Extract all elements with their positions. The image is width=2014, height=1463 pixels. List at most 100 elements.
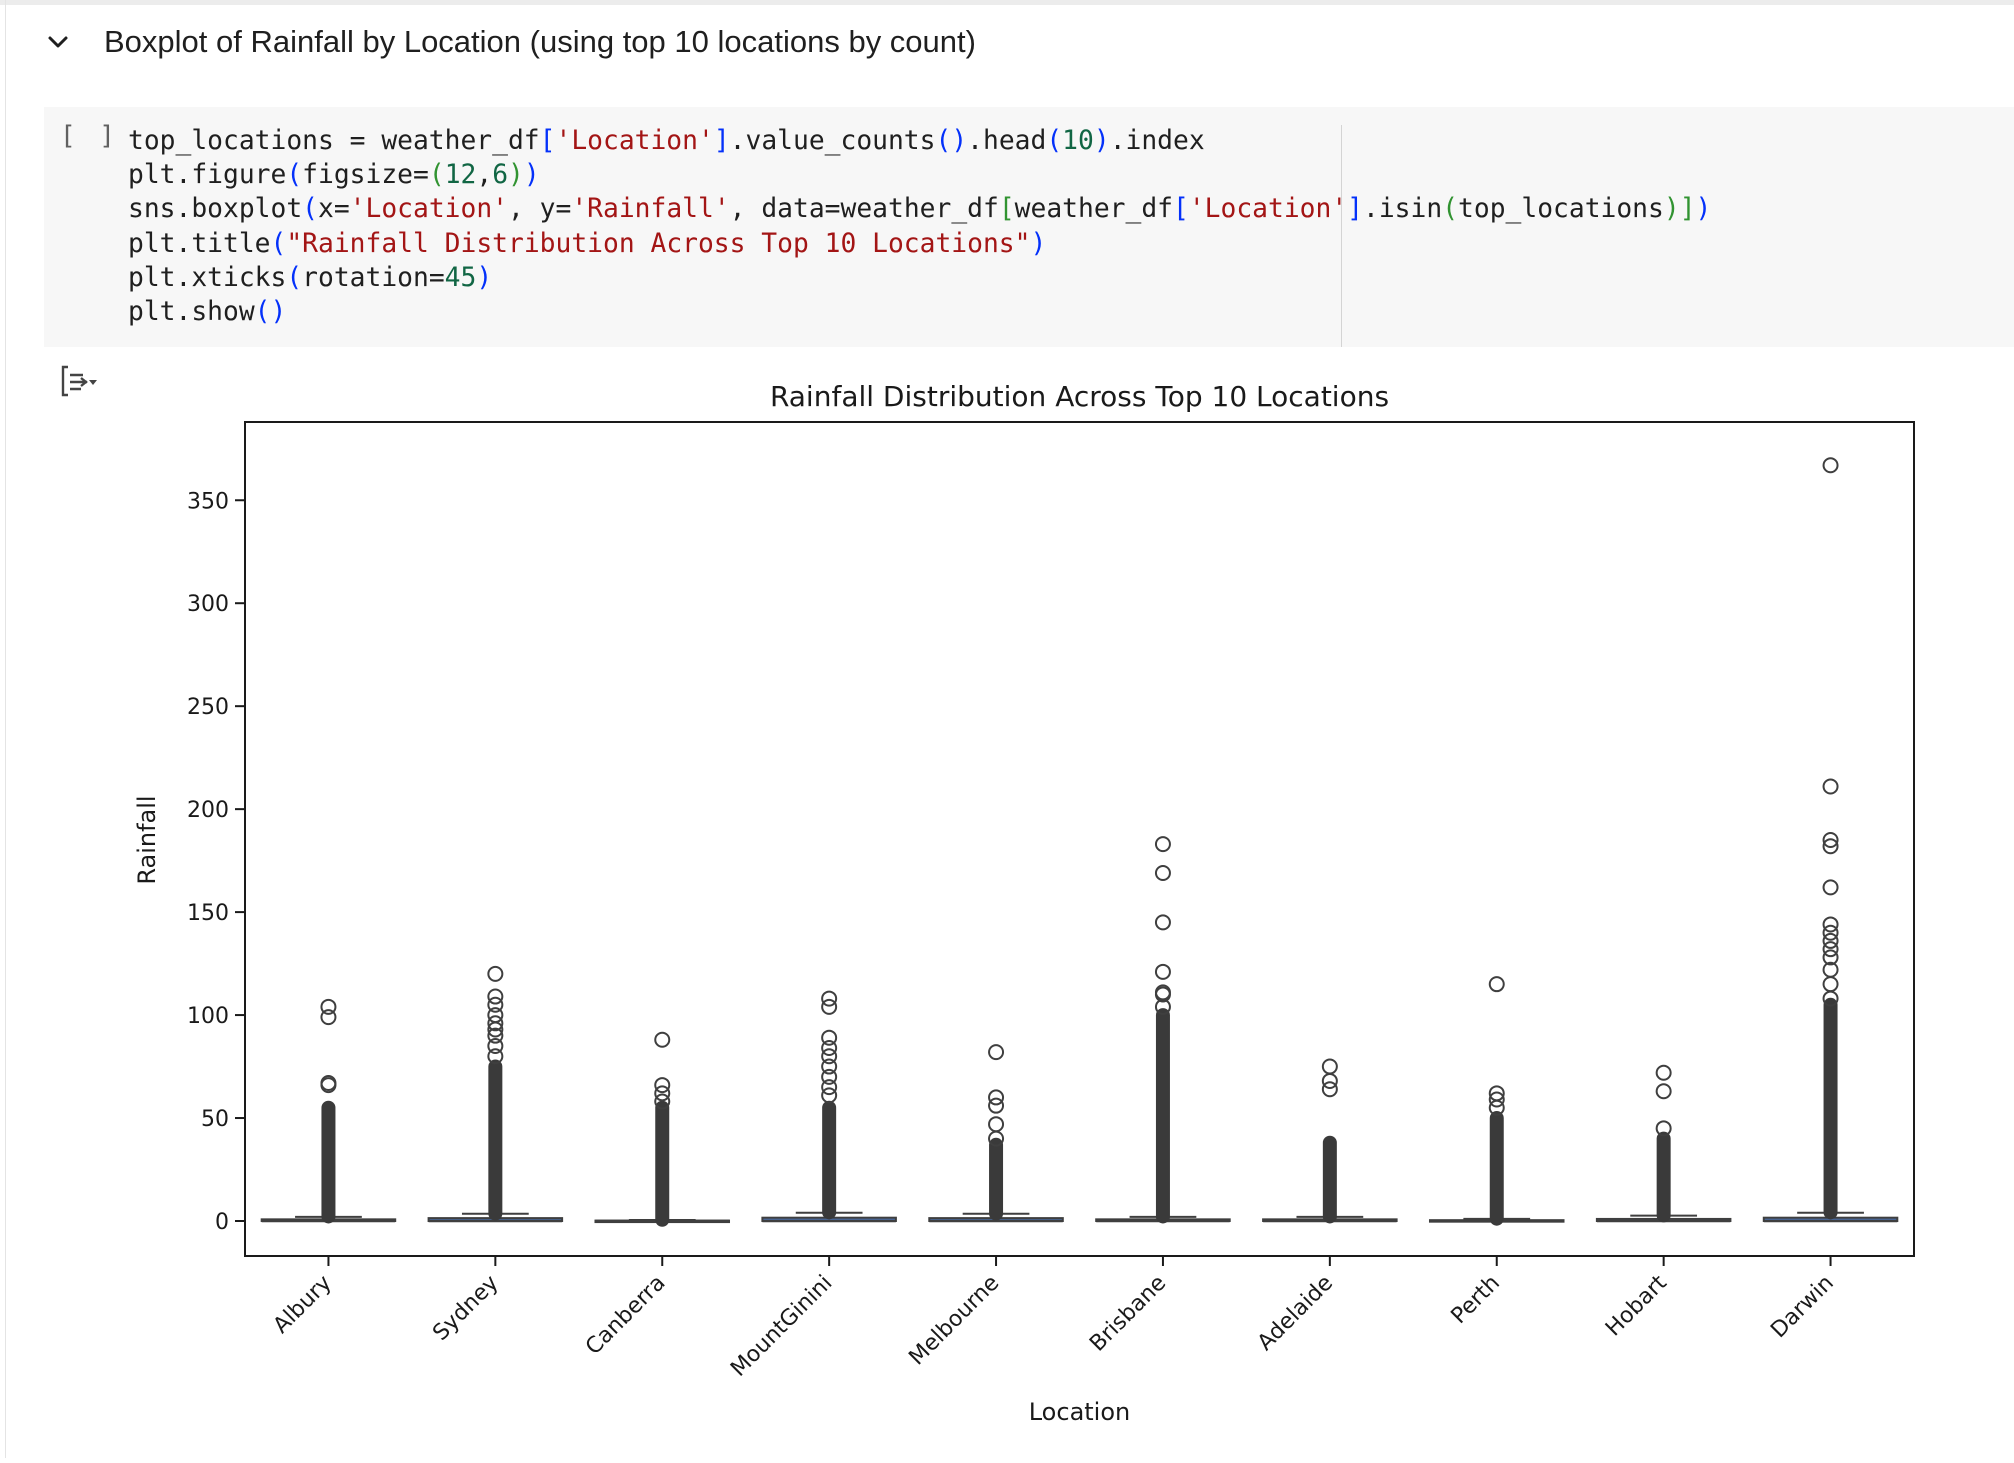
code-token: 45 [444,262,477,293]
outlier-point [988,1089,1005,1106]
outlier-point [1655,1083,1672,1100]
code-token: x= [318,194,350,225]
y-tick-label: 250 [187,695,229,720]
code-token: plt.show [128,296,255,327]
boxplot-chart: Rainfall Distribution Across Top 10 Loca… [133,380,1915,1426]
code-line[interactable]: plt.xticks(rotation=45) [128,261,1711,295]
code-token: figsize= [302,160,429,191]
code-token: ( [428,160,445,191]
outlier-point [1154,963,1171,980]
dense-outliers [1155,1008,1170,1224]
code-token: ) [1030,228,1047,259]
outlier-point [487,988,504,1005]
code-line[interactable]: plt.figure(figsize=(12,6)) [128,158,1711,192]
outlier-point [320,1009,337,1026]
section-header: Boxplot of Rainfall by Location (using t… [42,18,976,66]
x-tick-label: Albury [269,1271,337,1339]
dense-outliers [1322,1135,1337,1224]
outlier-point [821,1079,838,1096]
outlier-point [320,998,337,1015]
code-token: () [254,296,287,327]
outlier-point [1822,924,1839,941]
output-collapse-icon[interactable] [60,362,100,400]
left-divider [5,0,6,1458]
outlier-point [487,1007,504,1024]
code-token: ) [523,160,540,191]
box-hobart [1595,1064,1732,1223]
code-token: .value_counts [729,126,936,156]
outlier-point [1655,1120,1672,1137]
code-token: top_locations [1458,194,1664,225]
code-editor[interactable]: top_locations = weather_df [ 'Location'] .v… [128,124,1711,329]
x-tick-label: Canberra [581,1271,670,1360]
code-token: plt.figure [128,160,287,191]
x-tick-label: MountGinini [726,1271,837,1382]
outlier-point [487,1015,504,1032]
code-token: ( [1442,194,1459,225]
code-token: .index [1109,126,1205,156]
chevron-down-icon[interactable] [42,26,74,58]
code-token: 'Location' [555,126,714,156]
dense-outliers [655,1100,670,1227]
box-darwin [1762,457,1899,1223]
box-adelaide [1262,1058,1398,1224]
code-cell[interactable]: [ ] top_locations = weather_df [ 'Location… [44,107,2014,347]
outlier-point [821,1048,838,1065]
code-token: ( [286,160,303,191]
box-melbourne [928,1044,1064,1223]
outlier-point [821,990,838,1007]
y-tick-label: 100 [187,1004,229,1029]
box-albury [260,998,397,1224]
outlier-point [654,1031,671,1048]
outlier-point [1822,949,1839,966]
code-line[interactable]: sns.boxplot(x='Location', y='Rainfall', … [128,192,1711,226]
outlier-point [1488,976,1505,993]
code-token: ) [1093,126,1110,156]
code-token: ) [1663,194,1680,225]
outlier-point [1655,1064,1672,1081]
outlier-point [988,1097,1005,1114]
dense-outliers [488,1059,503,1221]
y-tick-label: 350 [187,489,229,514]
x-tick-label: Darwin [1766,1271,1838,1343]
outlier-point [821,1040,838,1057]
outlier-point [1321,1072,1338,1089]
top-divider [0,0,2014,5]
code-token: "Rainfall Distribution Across Top 10 Loc… [286,228,1031,259]
outlier-point [821,1068,838,1085]
box-mountginini [761,990,897,1223]
code-token: , y= [508,194,572,225]
code-line[interactable]: plt.title("Rainfall Distribution Across … [128,227,1711,261]
code-token: plt.xticks [128,262,287,293]
outlier-point [654,1085,671,1102]
outlier-point [487,996,504,1013]
outlier-point [821,1087,838,1104]
outlier-point [654,1077,671,1094]
y-tick-label: 50 [201,1107,229,1132]
outlier-point [1154,984,1171,1001]
code-token: 12 [444,160,477,191]
code-line[interactable]: top_locations = weather_df['Location'].v… [128,124,1711,158]
code-token: [ [1173,194,1189,225]
code-token: ) [508,160,524,191]
code-line[interactable]: plt.show() [128,295,1711,329]
code-token: ) [476,262,493,293]
code-token: ] [1347,194,1364,225]
outlier-point [654,1093,671,1110]
outlier-point [1154,836,1171,853]
code-token: ( [270,228,287,259]
run-cell-button[interactable]: [ ] [60,121,119,151]
outlier-point [320,1075,337,1092]
outlier-point [1488,1085,1505,1102]
code-token: 10 [1062,126,1094,156]
outlier-point [1822,778,1839,795]
dense-outliers [989,1137,1004,1221]
code-token: top_locations = weather_df [128,126,540,156]
outlier-point [821,1029,838,1046]
x-tick-label: Brisbane [1085,1271,1171,1357]
code-token: weather_df [1014,194,1173,225]
code-token: , [476,160,493,191]
x-tick-label: Sydney [428,1271,503,1346]
dense-outliers [822,1100,837,1220]
outlier-point [988,1116,1005,1133]
